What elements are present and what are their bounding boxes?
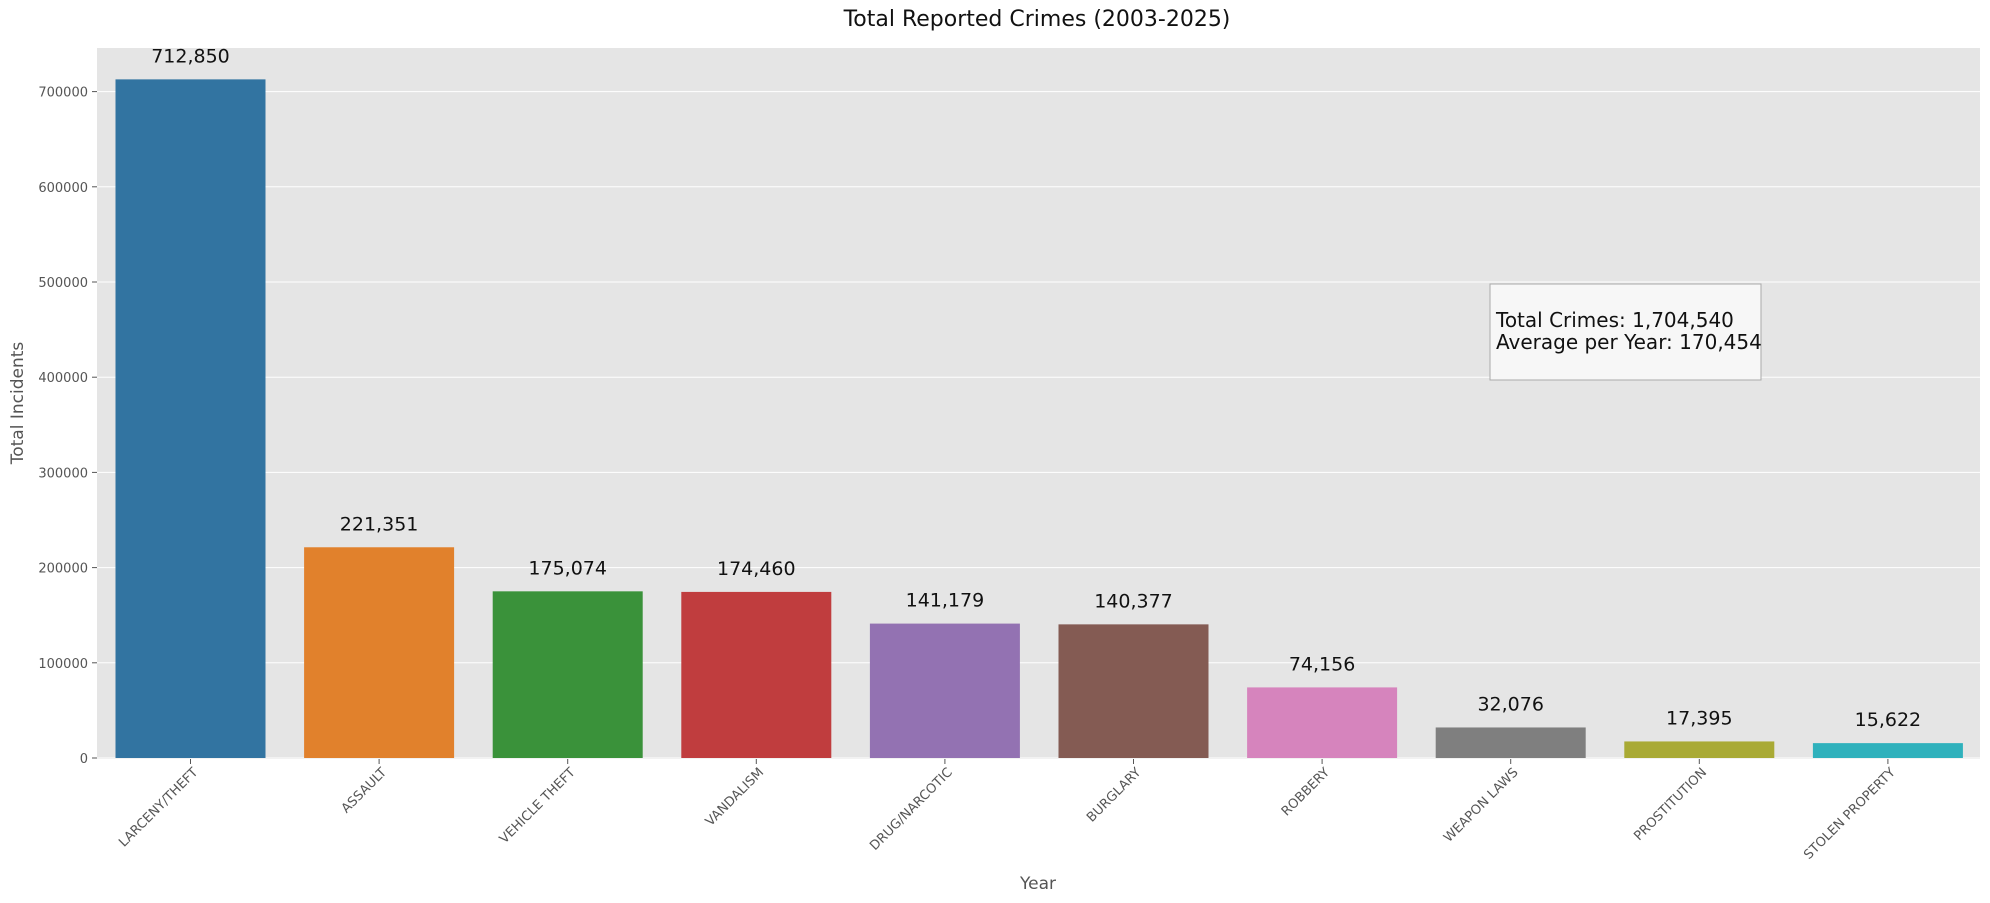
summary-annotation: Total Crimes: 1,704,540 Average per Year… — [1489, 283, 1762, 381]
chart-title: Total Reported Crimes (2003-2025) — [843, 7, 1231, 32]
y-tick-label: 600000 — [38, 181, 88, 196]
summary-average-text: Average per Year: 170,454 — [1496, 330, 1762, 354]
bar — [304, 547, 455, 758]
bars — [115, 79, 1963, 758]
bar-value-label: 32,076 — [1477, 693, 1543, 715]
bar-value-label: 15,622 — [1855, 709, 1921, 731]
bar — [1624, 741, 1775, 758]
bar — [1812, 743, 1963, 758]
y-axis-ticks: 0 100000 200000 300000 400000 500000 600000 700… — [38, 86, 97, 767]
x-axis-label: Year — [1019, 874, 1056, 894]
bar-value-labels: 712,850 221,351 175,074 174,460 141,179 140,3… — [151, 45, 1921, 731]
y-tick-label: 100000 — [38, 657, 88, 672]
bar — [492, 591, 643, 758]
bar — [869, 623, 1020, 758]
summary-annotation-box — [1489, 283, 1762, 381]
bar — [1435, 727, 1586, 758]
y-tick-label: 300000 — [38, 466, 88, 481]
y-axis-label: Total Incidents — [8, 342, 28, 466]
bar — [1058, 624, 1209, 758]
bar-value-label: 712,850 — [151, 45, 230, 67]
y-tick-label: 200000 — [38, 562, 88, 577]
y-tick-label: 700000 — [38, 86, 88, 101]
y-tick-label: 400000 — [38, 371, 88, 386]
bar-value-label: 17,395 — [1666, 707, 1732, 729]
grid-lines — [97, 91, 1980, 759]
bar-value-label: 140,377 — [1094, 590, 1173, 612]
y-tick-label: 500000 — [38, 276, 88, 291]
bar — [681, 591, 832, 758]
summary-total-text: Total Crimes: 1,704,540 — [1495, 308, 1734, 332]
bar-value-label: 175,074 — [528, 557, 607, 579]
bar — [115, 79, 266, 758]
bar-value-label: 221,351 — [340, 513, 419, 535]
y-tick-label: 0 — [80, 752, 88, 767]
bar-value-label: 174,460 — [717, 558, 796, 580]
bar — [1247, 687, 1398, 758]
bar-value-label: 74,156 — [1289, 653, 1355, 675]
bar-value-label: 141,179 — [906, 590, 985, 612]
